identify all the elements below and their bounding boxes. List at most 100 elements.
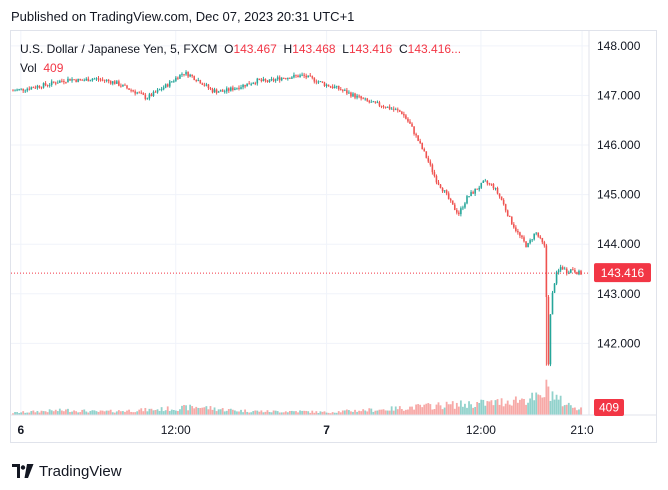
volume-bar [231,409,234,415]
volume-bar [516,402,519,415]
candle-body [411,123,413,127]
volume-bar [523,398,525,415]
candle-body [488,183,491,185]
tradingview-brand-text: TradingView [39,462,122,480]
volume-bar [427,403,430,415]
volume-bar [24,412,27,415]
candle-body [291,77,293,79]
candle-body [191,74,193,77]
volume-bar [16,412,18,415]
tradingview-logo[interactable]: TradingView [12,460,122,482]
volume-bar [191,406,194,415]
volume-bar [170,409,173,415]
volume-bar [335,412,338,415]
candle-body [555,272,558,284]
candle-body [574,270,576,273]
volume-bar [28,412,31,415]
volume-bar [278,412,281,415]
candle-body [103,79,106,81]
candle-body [354,93,356,98]
volume-bar [549,400,552,415]
volume-bar [103,411,106,415]
candle-body [421,143,424,150]
candle-body [396,109,399,111]
volume-bar [150,408,153,415]
volume-bar [219,409,222,415]
candle-body [539,236,542,238]
volume-legend-row: Vol 409 [20,59,461,78]
volume-bar [569,405,572,415]
candle-body [366,98,369,101]
candle-body [152,91,155,97]
candle-body [160,89,163,91]
candle-body [140,92,143,94]
candle-body [565,268,568,274]
candle-body [120,85,122,87]
candle-body [576,272,578,275]
volume-bar [345,409,348,415]
volume-bar [14,411,16,415]
volume-bar [264,411,267,415]
candle-body [59,80,61,83]
candle-body [382,106,385,108]
candle-body [75,79,77,82]
volume-bar [508,404,511,415]
tradingview-logo-icon [12,464,34,478]
volume-bar [62,411,65,415]
candle-body [217,91,220,93]
candle-body [282,78,285,79]
volume-bar [305,410,308,415]
candle-body [329,86,332,88]
volume-bar [203,407,206,415]
volume-bar [146,411,149,415]
volume-bar [364,410,367,415]
candle-body [319,81,322,83]
volume-bar [445,401,448,415]
candle-body [474,188,476,194]
last-price-badge [594,263,651,283]
volume-bar [494,400,497,415]
volume-bar [197,407,200,415]
volume-bar [321,411,324,415]
volume-bar [105,410,108,415]
candle-body [480,182,483,188]
candle-body [578,270,580,275]
candle-body [510,216,513,225]
candle-body [168,81,171,87]
volume-bar [50,410,53,415]
candlestick-chart[interactable]: 142.000 143.000 144.000 145.000 146.000 147.0… [11,31,656,442]
candle-body [445,190,448,194]
volume-bar [260,410,263,415]
candle-body [213,89,216,93]
volume-bar [244,409,246,415]
candle-body [109,81,112,84]
volume-bar [136,411,139,415]
candle-body [20,88,22,90]
candle-body [362,98,364,100]
candle-body [417,135,419,141]
low-value: 143.416 [348,42,393,56]
volume-bar [288,410,291,415]
candle-body [458,212,460,215]
candle-body [250,83,252,85]
volume-bar [280,412,283,415]
volume-bar [343,410,346,415]
candle-body [73,79,75,81]
candle-body [431,164,434,173]
candle-body [482,181,485,183]
candle-body [83,80,86,82]
volume-bar [502,406,505,415]
candle-body [268,79,271,83]
chart-area[interactable]: 142.000 143.000 144.000 145.000 146.000 147.0… [10,30,657,443]
volume-bar [533,400,536,415]
candle-body [401,111,403,114]
volume-bar [32,410,35,415]
volume-bar [168,411,171,415]
price-tick-label: 147.000 [597,88,641,102]
volume-bar [54,409,57,415]
volume-bar [354,409,356,415]
volume-bar [254,410,257,415]
candle-body [162,87,165,90]
time-tick-label: 7 [323,423,330,437]
close-label: C [399,42,408,56]
